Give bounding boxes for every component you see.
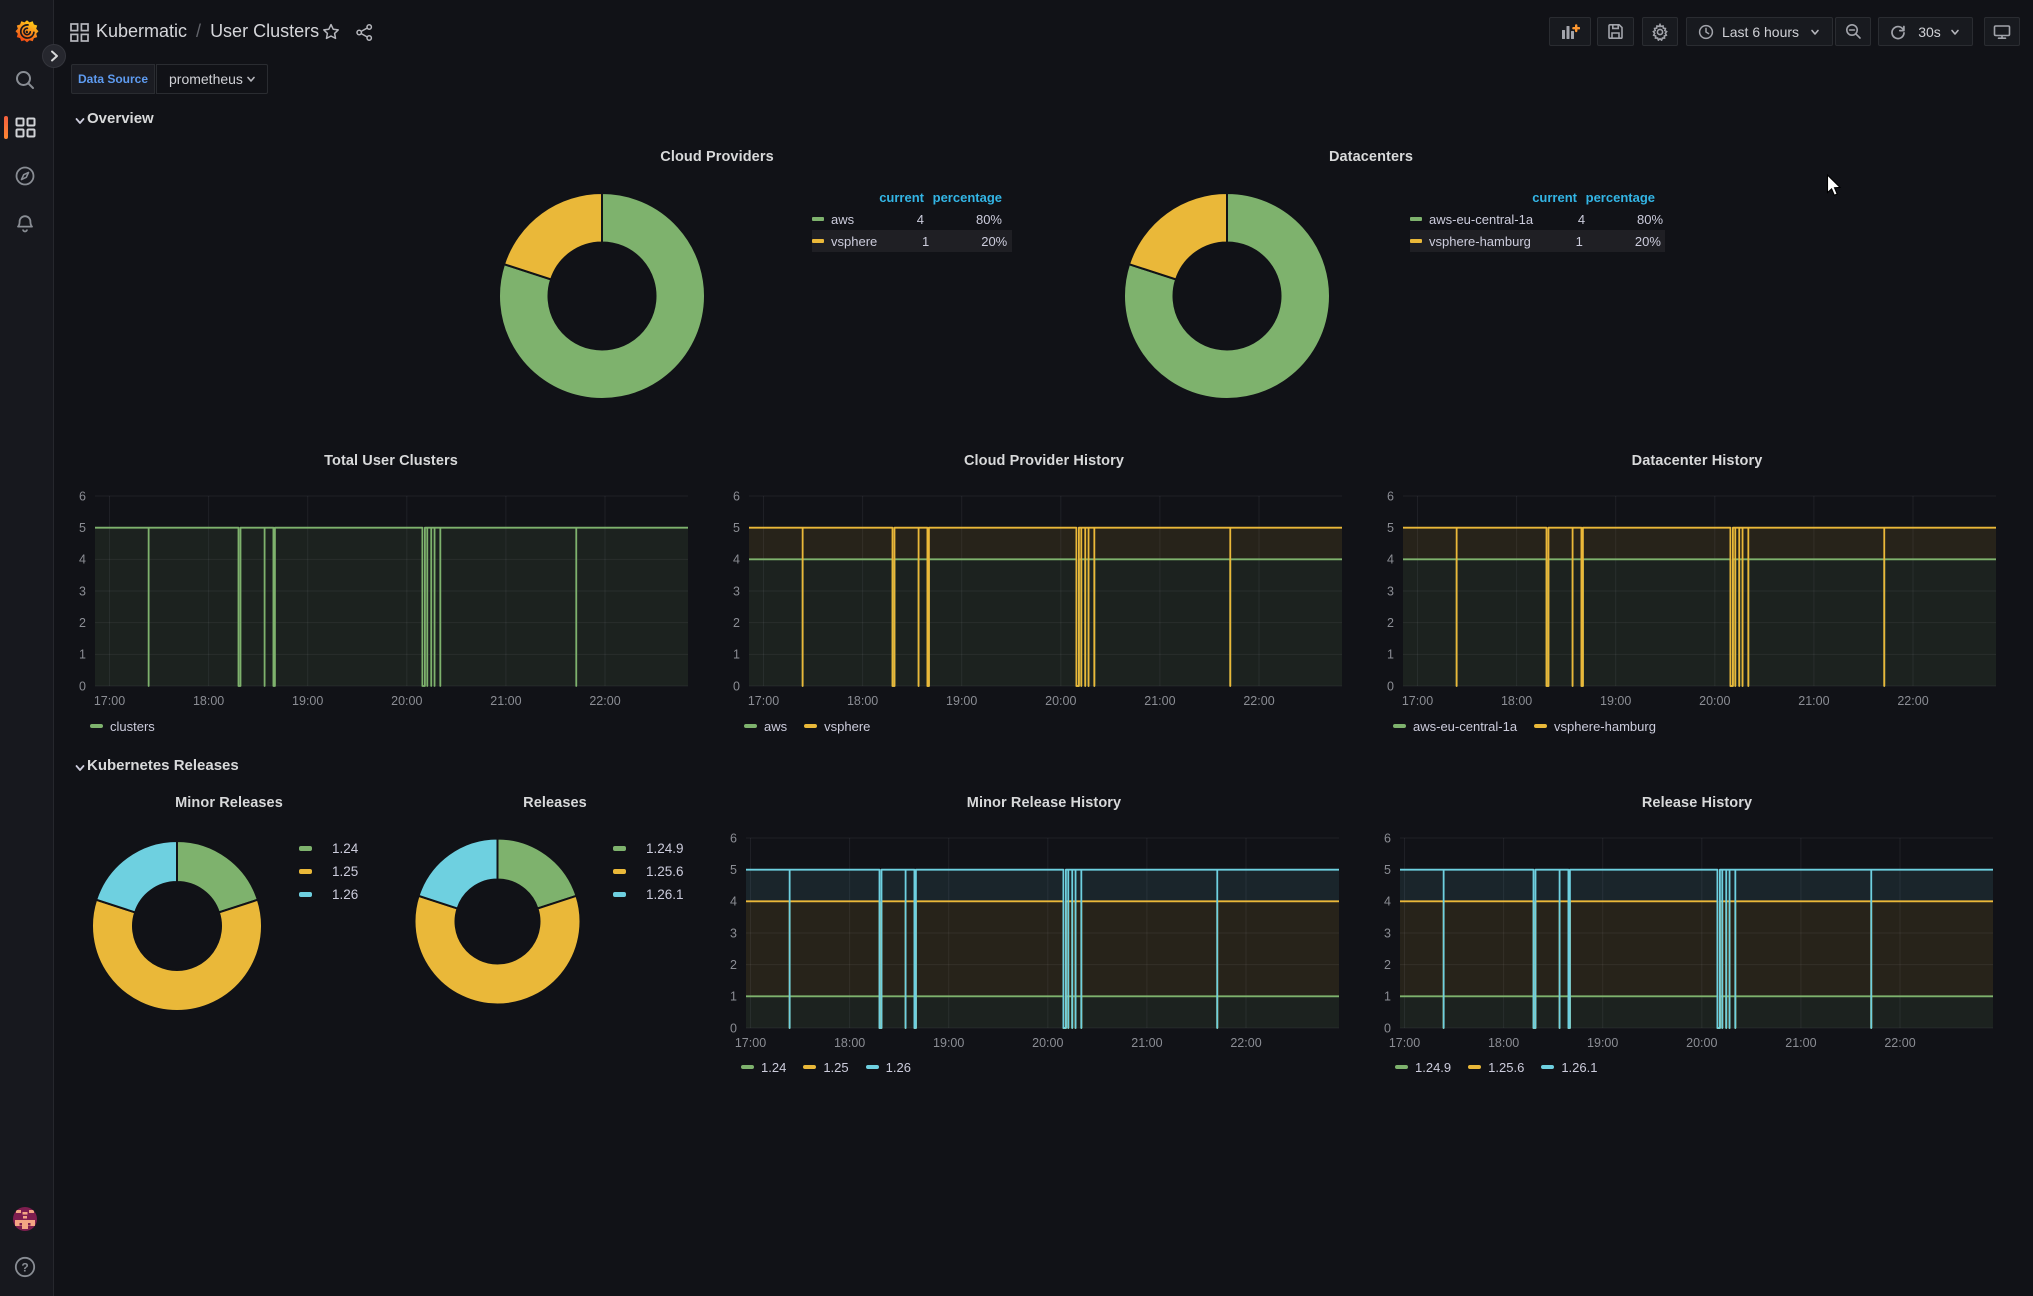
svg-text:17:00: 17:00 [1389,1036,1420,1050]
svg-text:6: 6 [733,489,740,503]
svg-text:22:00: 22:00 [589,694,620,708]
svg-text:21:00: 21:00 [1144,694,1175,708]
svg-text:0: 0 [79,679,86,693]
svg-text:22:00: 22:00 [1243,694,1274,708]
svg-text:?: ? [21,1260,28,1274]
svg-text:1: 1 [1384,990,1391,1004]
svg-text:18:00: 18:00 [1488,1036,1519,1050]
svg-text:5: 5 [733,521,740,535]
svg-text:17:00: 17:00 [1402,694,1433,708]
svg-text:17:00: 17:00 [748,694,779,708]
svg-text:1: 1 [79,648,86,662]
svg-text:3: 3 [79,584,86,598]
svg-text:6: 6 [1384,831,1391,845]
svg-text:6: 6 [1387,489,1394,503]
svg-text:18:00: 18:00 [834,1036,865,1050]
svg-text:19:00: 19:00 [946,694,977,708]
svg-text:4: 4 [79,553,86,567]
svg-text:19:00: 19:00 [933,1036,964,1050]
svg-text:1: 1 [1387,648,1394,662]
svg-text:20:00: 20:00 [1032,1036,1063,1050]
svg-text:18:00: 18:00 [193,694,224,708]
svg-text:6: 6 [79,489,86,503]
svg-text:22:00: 22:00 [1230,1036,1261,1050]
svg-text:21:00: 21:00 [1131,1036,1162,1050]
svg-text:5: 5 [1384,863,1391,877]
svg-text:3: 3 [1384,926,1391,940]
svg-text:22:00: 22:00 [1884,1036,1915,1050]
svg-text:1: 1 [733,648,740,662]
svg-text:0: 0 [733,679,740,693]
svg-text:18:00: 18:00 [1501,694,1532,708]
svg-text:0: 0 [1387,679,1394,693]
svg-text:20:00: 20:00 [1686,1036,1717,1050]
svg-text:2: 2 [79,616,86,630]
svg-text:18:00: 18:00 [847,694,878,708]
svg-text:5: 5 [730,863,737,877]
svg-text:2: 2 [1384,958,1391,972]
svg-text:4: 4 [733,553,740,567]
svg-text:4: 4 [1384,895,1391,909]
svg-text:0: 0 [730,1021,737,1035]
svg-text:2: 2 [1387,616,1394,630]
svg-text:19:00: 19:00 [1587,1036,1618,1050]
svg-text:5: 5 [1387,521,1394,535]
svg-text:4: 4 [730,895,737,909]
svg-text:21:00: 21:00 [1785,1036,1816,1050]
svg-text:0: 0 [1384,1021,1391,1035]
svg-text:20:00: 20:00 [1045,694,1076,708]
svg-text:20:00: 20:00 [1699,694,1730,708]
svg-text:21:00: 21:00 [1798,694,1829,708]
svg-text:6: 6 [730,831,737,845]
svg-text:3: 3 [1387,584,1394,598]
svg-text:22:00: 22:00 [1897,694,1928,708]
svg-text:3: 3 [730,926,737,940]
svg-text:2: 2 [733,616,740,630]
svg-text:17:00: 17:00 [735,1036,766,1050]
svg-text:3: 3 [733,584,740,598]
svg-text:5: 5 [79,521,86,535]
svg-text:4: 4 [1387,553,1394,567]
svg-text:19:00: 19:00 [1600,694,1631,708]
svg-text:20:00: 20:00 [391,694,422,708]
svg-text:17:00: 17:00 [94,694,125,708]
svg-text:19:00: 19:00 [292,694,323,708]
svg-text:2: 2 [730,958,737,972]
svg-text:1: 1 [730,990,737,1004]
svg-text:21:00: 21:00 [490,694,521,708]
